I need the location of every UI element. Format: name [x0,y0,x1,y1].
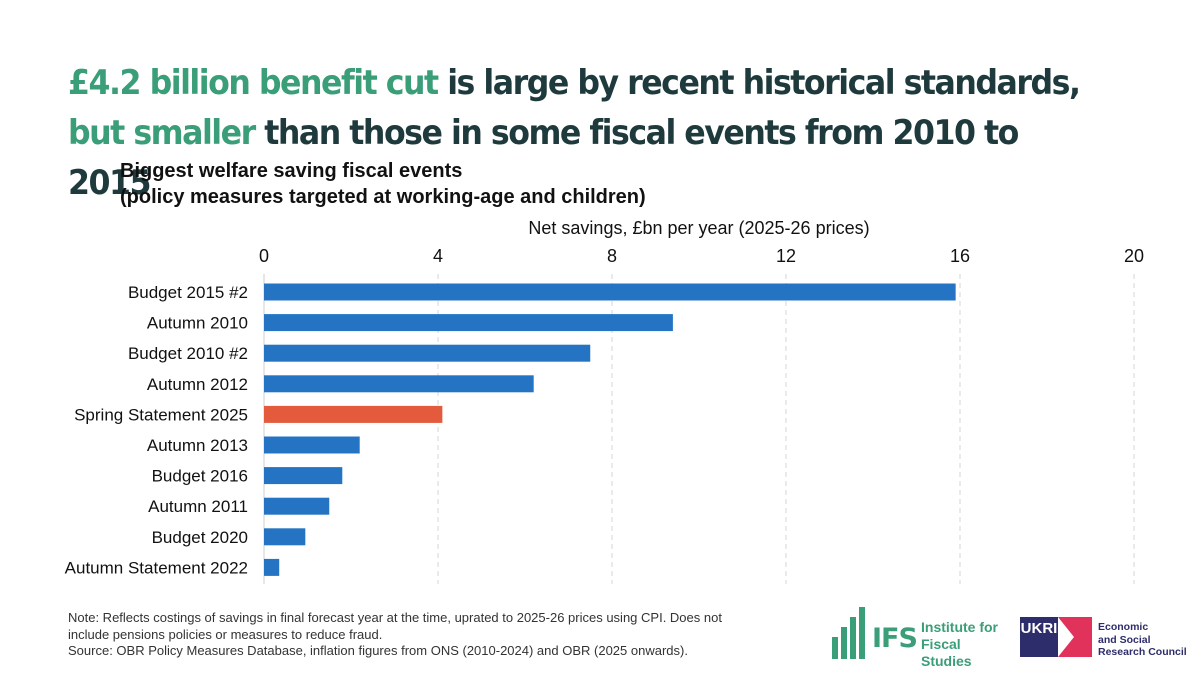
ifs-logo-mark: IFS [872,623,918,654]
x-tick-label: 12 [776,246,796,266]
bar-chart: Net savings, £bn per year (2025-26 price… [65,218,1144,584]
source-line: Source: OBR Policy Measures Database, in… [68,643,688,658]
headline-highlight-2: but smaller [68,113,256,153]
bar-highlighted [264,405,443,423]
ifs-logo: IFS Institute for Fiscal Studies [832,607,1012,669]
x-tick-label: 20 [1124,246,1144,266]
esrc-line-2: and Social [1098,633,1151,646]
x-tick-label: 8 [607,246,617,266]
category-label: Autumn 2011 [148,497,248,516]
headline: £4.2 billion benefit cut is large by rec… [68,58,1091,208]
x-tick-label: 0 [259,246,269,266]
bar [264,467,343,485]
headline-text-2: than those in some fiscal events from 20… [68,113,1019,203]
bar [264,283,956,301]
ukri-logo-mark: UKRI [1020,617,1058,657]
bar [264,528,306,546]
esrc-line-1: Economic [1098,621,1149,633]
esrc-logo-text: Economic and Social Research Council [1098,621,1198,659]
category-label: Budget 2015 #2 [128,283,248,302]
ukri-logo: UKRI [1020,617,1092,657]
headline-highlight-1: £4.2 billion benefit cut [68,63,439,103]
x-tick-label: 4 [433,246,443,266]
ifs-logo-bar-icon [850,617,856,659]
x-axis-label: Net savings, £bn per year (2025-26 price… [528,218,869,238]
ifs-logo-text: Institute for Fiscal Studies [921,619,998,669]
subtitle-line-1: Biggest welfare saving fiscal events [120,160,463,182]
ifs-logo-bar-icon [859,607,865,659]
x-tick-label: 16 [950,246,970,266]
bar [264,344,591,362]
category-label: Autumn 2012 [147,375,248,394]
bar [264,497,330,515]
note-line-1: Note: Reflects costings of savings in fi… [68,610,722,625]
bar [264,314,673,332]
chart-note: Note: Reflects costings of savings in fi… [68,610,788,660]
category-label: Budget 2016 [152,467,248,486]
category-label: Autumn 2013 [147,436,248,455]
category-label: Spring Statement 2025 [74,405,248,424]
bar [264,558,280,576]
category-label: Autumn Statement 2022 [65,558,248,577]
category-label: Budget 2010 #2 [128,344,248,363]
subtitle-line-2: (policy measures targeted at working-age… [120,186,646,208]
category-label: Budget 2020 [152,528,248,547]
esrc-line-3: Research Council [1098,646,1187,658]
chart-subtitle: Biggest welfare saving fiscal events (po… [120,158,646,210]
ukri-k-icon [1058,617,1092,657]
bar [264,375,534,393]
bar [264,436,360,454]
note-line-2: include pensions policies or measures to… [68,626,383,642]
headline-text-1: is large by recent historical standards, [437,63,1081,103]
category-label: Autumn 2010 [147,314,248,333]
ifs-logo-bar-icon [832,637,838,659]
ifs-logo-bar-icon [841,627,847,659]
